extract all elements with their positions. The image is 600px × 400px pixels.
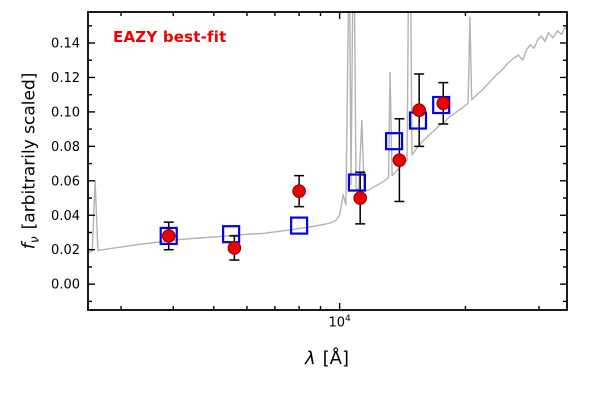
y-axis-label: fν [arbitrarily scaled]	[18, 73, 41, 250]
xtick-exponent: 4	[345, 314, 351, 324]
xtick-base: 10	[328, 315, 346, 331]
plot-frame	[87, 11, 568, 311]
model-photometry-point	[347, 173, 367, 192]
ylabel-text: [arbitrarily scaled]	[19, 72, 40, 230]
y-tick-label: 0.06	[51, 174, 80, 189]
observed-photometry-point	[227, 241, 242, 255]
xlabel-text: [Å]	[322, 348, 350, 369]
y-tick-label: 0.08	[51, 140, 80, 155]
model-photometry-point	[384, 132, 404, 151]
x-major-tick-label: 104	[328, 314, 350, 330]
model-photometry-point	[290, 216, 309, 235]
model-photometry-point	[222, 225, 241, 244]
model-photometry-point	[159, 226, 178, 246]
model-spectrum-line	[88, 12, 567, 254]
y-tick-label: 0.04	[51, 209, 80, 224]
xlabel-symbol: λ	[304, 348, 316, 369]
observed-photometry-point	[392, 153, 407, 167]
observed-photometry-point	[292, 184, 306, 198]
y-tick-label: 0.02	[51, 243, 80, 258]
observed-photometry-point	[412, 103, 426, 117]
y-tick-label: 0.12	[51, 71, 80, 86]
bestfit-annotation: EAZY best-fit	[113, 28, 227, 46]
observed-photometry-point	[353, 191, 367, 205]
observed-photometry-point	[161, 229, 176, 243]
ylabel-symbol: f	[18, 243, 40, 250]
x-axis-label: λ [Å]	[305, 348, 349, 369]
y-tick-label: 0.14	[51, 37, 80, 52]
observed-photometry-point	[436, 96, 451, 111]
y-tick-label: 0.10	[51, 105, 80, 120]
y-tick-label: 0.00	[51, 278, 80, 293]
ylabel-subscript: ν	[27, 236, 42, 244]
